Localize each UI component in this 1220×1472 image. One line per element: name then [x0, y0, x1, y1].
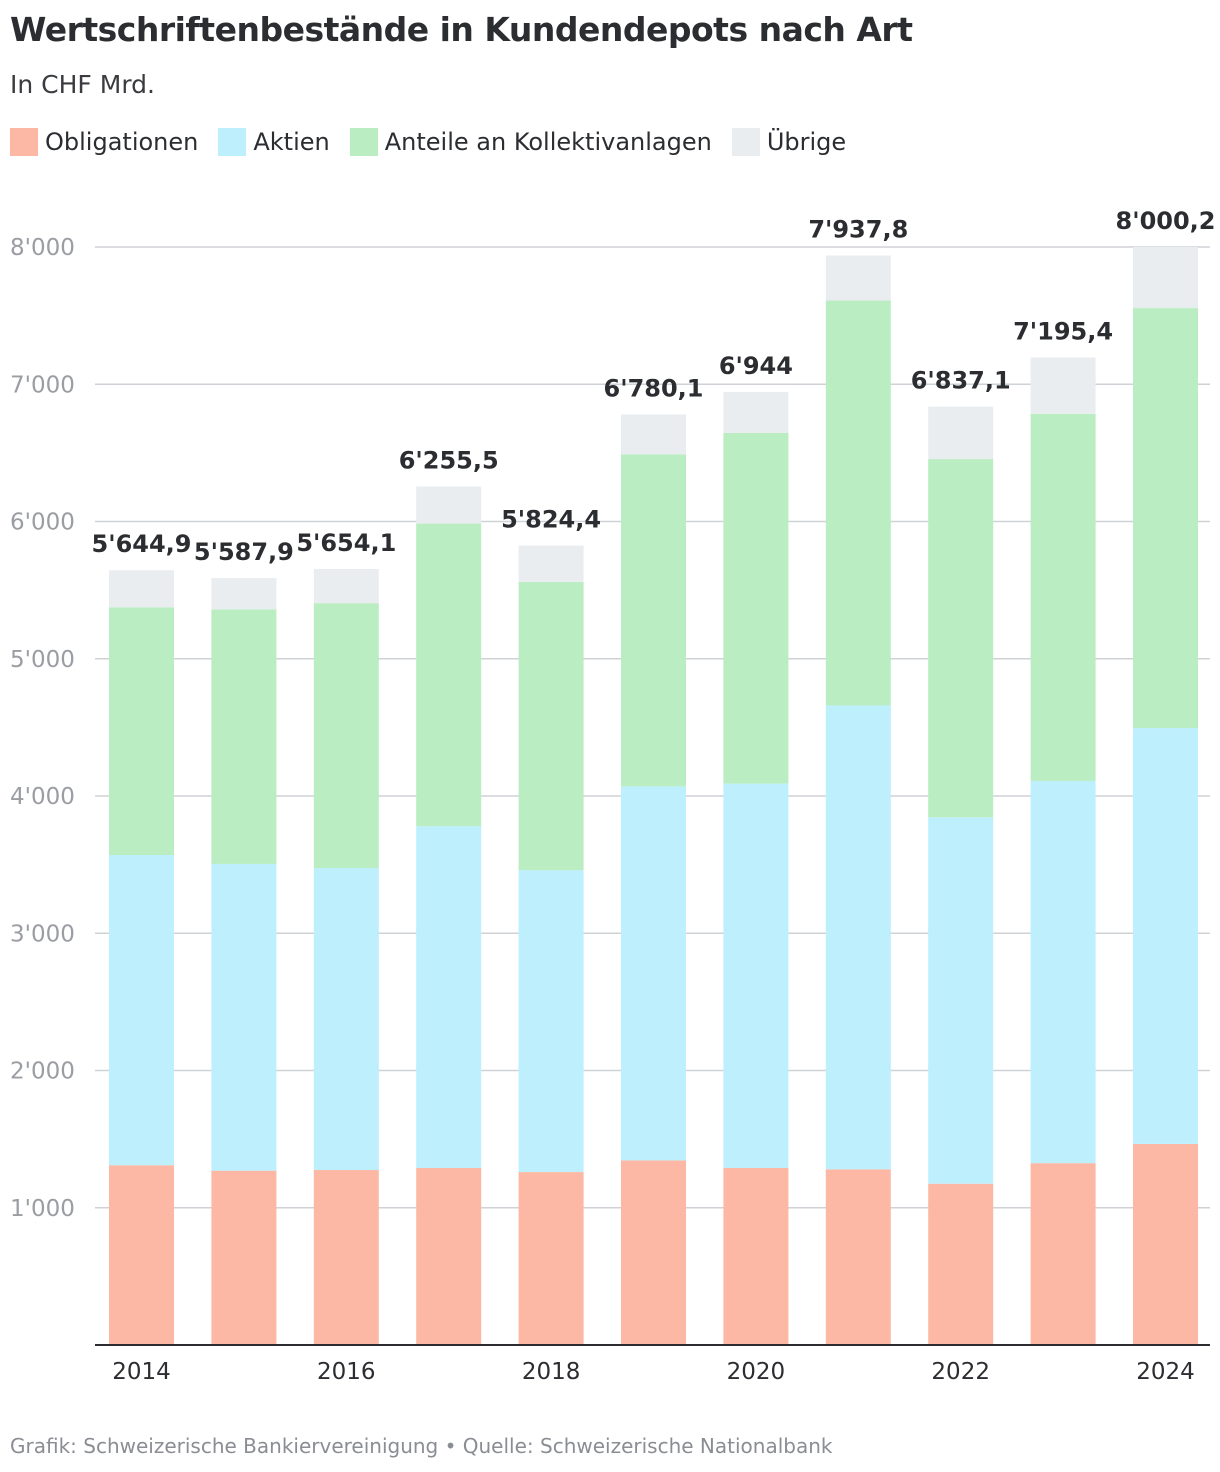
bar-2019-kollektivanlagen — [621, 454, 686, 787]
y-tick-label-2000: 2'000 — [10, 1059, 75, 1085]
y-tick-label-7000: 7'000 — [10, 372, 75, 398]
bar-2024-uebrige — [1133, 246, 1198, 309]
source-footer: Grafik: Schweizerische Bankiervereinigun… — [10, 1434, 833, 1458]
legend-swatch-aktien — [218, 128, 247, 156]
y-tick-label-4000: 4'000 — [10, 784, 75, 810]
stacked-bar-chart: 1'000 2'000 3'000 4'000 5'000 6'000 7'000 8'000… — [10, 207, 1216, 1385]
total-label-2020: 6'944 — [719, 352, 793, 380]
total-label-2022: 6'837,1 — [911, 367, 1011, 395]
total-label-2014: 5'644,9 — [92, 530, 192, 558]
total-label-2019: 6'780,1 — [604, 374, 704, 402]
legend-label-aktien: Aktien — [253, 128, 330, 156]
legend-item-uebrige: Übrige — [731, 128, 847, 156]
bar-2022-kollektivanlagen — [928, 459, 994, 818]
bar-2020-uebrige — [723, 391, 789, 433]
bar-2022-aktien — [928, 817, 994, 1184]
bar-2023-uebrige — [1030, 357, 1096, 414]
bar-2019-obligationen — [621, 1160, 686, 1345]
bar-2016-obligationen — [313, 1170, 379, 1345]
bar-2024-kollektivanlagen — [1133, 308, 1198, 729]
chart-title: Wertschriftenbestände in Kundendepots na… — [10, 10, 913, 49]
total-label-2018: 5'824,4 — [501, 506, 601, 534]
bar-2016-kollektivanlagen — [313, 603, 379, 869]
x-tick-label-2022: 2022 — [931, 1359, 990, 1385]
bar-2021-uebrige — [825, 255, 891, 301]
bar-2021-kollektivanlagen — [825, 300, 891, 706]
bar-2016-aktien — [313, 868, 379, 1171]
bar-2017-uebrige — [416, 486, 482, 524]
x-tick-label-2016: 2016 — [317, 1359, 376, 1385]
y-tick-label-5000: 5'000 — [10, 647, 75, 673]
y-tick-label-6000: 6'000 — [10, 510, 75, 536]
total-label-2016: 5'654,1 — [296, 529, 396, 557]
bar-2020-obligationen — [723, 1167, 789, 1345]
bar-2015-kollektivanlagen — [211, 609, 277, 864]
bar-2018-uebrige — [518, 545, 584, 582]
total-label-2015: 5'587,9 — [194, 538, 294, 566]
bar-2024-aktien — [1133, 728, 1198, 1144]
legend-swatch-kollektivanlagen — [349, 128, 378, 156]
bar-2018-kollektivanlagen — [518, 581, 584, 871]
x-tick-label-2014: 2014 — [112, 1359, 171, 1385]
total-label-2017: 6'255,5 — [399, 446, 499, 474]
legend-label-obligationen: Obligationen — [45, 128, 199, 156]
bar-2021-aktien — [825, 705, 891, 1170]
bar-2017-aktien — [416, 826, 482, 1168]
legend-swatch-uebrige — [731, 128, 760, 156]
total-label-2024: 8'000,2 — [1116, 207, 1216, 235]
bar-2014-kollektivanlagen — [109, 607, 174, 856]
bar-2022-uebrige — [928, 406, 994, 460]
x-tick-label-2024: 2024 — [1136, 1359, 1195, 1385]
total-label-2023: 7'195,4 — [1013, 317, 1113, 345]
bar-2024-obligationen — [1133, 1143, 1198, 1345]
legend-label-uebrige: Übrige — [766, 128, 847, 156]
legend-swatch-obligationen — [10, 128, 38, 156]
bar-2018-aktien — [518, 870, 584, 1173]
bar-2019-uebrige — [621, 414, 686, 455]
bar-2016-uebrige — [313, 568, 379, 604]
bar-2015-uebrige — [211, 578, 277, 610]
legend: Obligationen Aktien Anteile an Kollektiv… — [10, 128, 866, 156]
bar-2022-obligationen — [928, 1183, 994, 1345]
bar-2017-obligationen — [416, 1167, 482, 1345]
legend-item-obligationen: Obligationen — [10, 128, 198, 156]
bar-2014-aktien — [109, 855, 174, 1166]
bar-2020-kollektivanlagen — [723, 432, 789, 784]
bar-2020-aktien — [723, 783, 789, 1168]
x-tick-label-2020: 2020 — [727, 1359, 786, 1385]
legend-label-kollektivanlagen: Anteile an Kollektivanlagen — [384, 128, 712, 156]
bar-2021-obligationen — [825, 1169, 891, 1345]
chart-subtitle: In CHF Mrd. — [10, 70, 155, 99]
bar-2023-kollektivanlagen — [1030, 413, 1096, 781]
bar-2017-kollektivanlagen — [416, 523, 482, 827]
bar-2018-obligationen — [518, 1172, 584, 1345]
bar-2023-obligationen — [1030, 1163, 1096, 1345]
y-tick-label-3000: 3'000 — [10, 921, 75, 947]
bar-2014-obligationen — [109, 1165, 174, 1345]
bar-2023-aktien — [1030, 780, 1096, 1164]
legend-item-aktien: Aktien — [218, 128, 330, 156]
bar-2015-aktien — [211, 863, 277, 1171]
bar-2014-uebrige — [109, 570, 174, 608]
x-tick-label-2018: 2018 — [522, 1359, 581, 1385]
bar-2019-aktien — [621, 786, 686, 1161]
y-tick-label-8000: 8'000 — [10, 235, 75, 261]
legend-item-kollektivanlagen: Anteile an Kollektivanlagen — [349, 128, 712, 156]
y-tick-label-1000: 1'000 — [10, 1196, 75, 1222]
bar-2015-obligationen — [211, 1170, 277, 1345]
total-label-2021: 7'937,8 — [808, 216, 908, 244]
